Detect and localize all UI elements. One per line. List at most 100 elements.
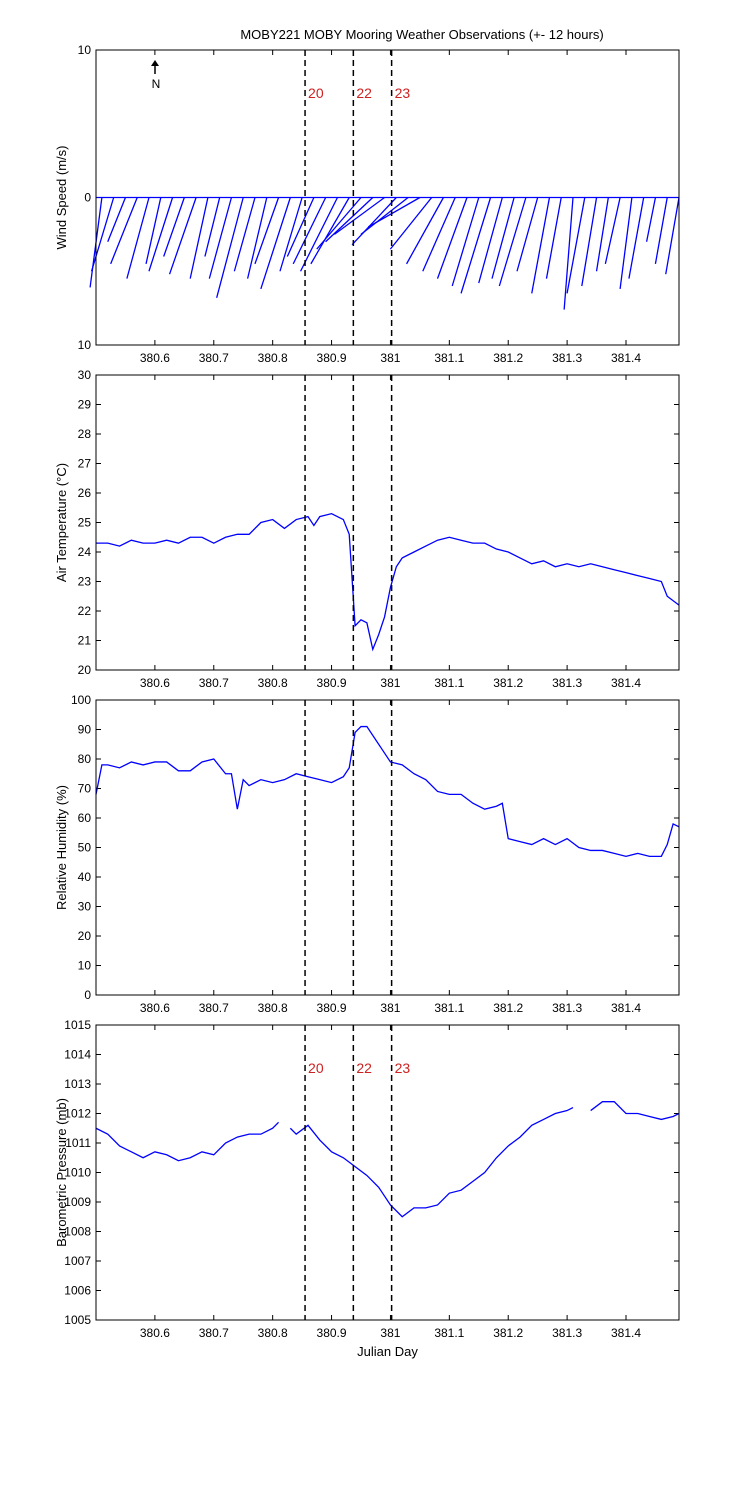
wind-stick (619, 197, 633, 290)
x-tick-label: 380.9 (317, 351, 347, 365)
plot-frame (95, 1024, 680, 1321)
wind-stick (299, 197, 339, 272)
event-marker-label: 22 (356, 85, 372, 101)
wind-stick (406, 197, 445, 265)
y-tick-label: 1015 (64, 1018, 91, 1032)
data-line (95, 725, 680, 858)
wind-stick (654, 197, 668, 264)
wind-stick (325, 197, 374, 243)
y-axis-label: Wind Speed (m/s) (54, 145, 69, 249)
north-arrow-head (151, 60, 159, 66)
y-tick-label: 1013 (64, 1077, 91, 1091)
x-tick-label: 380.8 (258, 351, 288, 365)
plot-area (96, 1025, 679, 1320)
event-marker-label: 23 (395, 85, 411, 101)
event-marker-label: 20 (308, 85, 324, 101)
wind-stick (279, 197, 303, 272)
y-tick-label: 22 (78, 604, 92, 618)
y-tick-label: 1012 (64, 1107, 91, 1121)
x-tick-label: 381.2 (493, 1326, 523, 1340)
plot-frame (95, 374, 680, 671)
wind-stick (126, 197, 150, 279)
y-tick-label: 10 (78, 338, 92, 352)
y-axis-label: Relative Humidity (%) (54, 785, 69, 910)
y-tick-label: 60 (78, 811, 92, 825)
x-tick-label: 380.8 (258, 1326, 288, 1340)
x-tick-label: 380.9 (317, 1326, 347, 1340)
y-tick-label: 30 (78, 368, 92, 382)
wind-stick (595, 197, 609, 272)
data-line (95, 1101, 680, 1218)
chart-title: MOBY221 MOBY Mooring Weather Observation… (240, 27, 603, 42)
panel: 0 10 20 30 40 50 60 70 80 90 100 380.6 380.7 380.8 380… (54, 693, 680, 1015)
wind-stick (478, 197, 503, 284)
wind-stick (168, 197, 197, 275)
wind-stick (292, 197, 327, 265)
wind-stick (351, 197, 397, 246)
wind-stick (516, 197, 539, 272)
event-marker-label: 22 (356, 1060, 372, 1076)
y-tick-label: 0 (84, 191, 91, 205)
y-tick-label: 1010 (64, 1166, 91, 1180)
wind-stick (628, 197, 645, 279)
y-tick-label: 10 (78, 43, 92, 57)
wind-stick (110, 197, 138, 265)
x-tick-label: 381 (380, 1326, 400, 1340)
wind-stick (460, 197, 492, 294)
panel: 10 0 10 380.6 380.7 380.8 380.9 381 381.1 381.2 38… (54, 27, 680, 365)
wind-stick (286, 197, 315, 257)
y-tick-label: 80 (78, 752, 92, 766)
wind-stick (665, 197, 680, 275)
data-line (96, 512, 680, 652)
wind-stick (246, 197, 268, 279)
y-tick-label: 1005 (64, 1313, 91, 1327)
wind-stick (204, 197, 221, 257)
x-tick-label: 381.4 (611, 1326, 641, 1340)
y-tick-label: 26 (78, 486, 92, 500)
x-tick-label: 380.7 (199, 1001, 229, 1015)
wind-stick (566, 197, 586, 294)
wind-stick (645, 197, 657, 242)
plot-frame (95, 49, 680, 346)
wind-stick (367, 196, 421, 228)
y-axis-label: Barometric Pressure (mb) (54, 1098, 69, 1247)
y-tick-label: 20 (78, 663, 92, 677)
x-tick-label: 380.7 (199, 351, 229, 365)
wind-stick (148, 197, 174, 272)
y-tick-label: 0 (84, 988, 91, 1002)
x-tick-label: 381.1 (434, 1001, 464, 1015)
wind-stick (436, 197, 468, 279)
y-axis-label: Air Temperature (°C) (54, 463, 69, 582)
y-tick-label: 10 (78, 959, 92, 973)
wind-stick (334, 196, 385, 235)
north-label: N (152, 77, 161, 91)
x-tick-label: 381 (380, 1001, 400, 1015)
x-tick-label: 381.1 (434, 676, 464, 690)
x-tick-label: 380.8 (258, 1001, 288, 1015)
x-tick-label: 380.6 (140, 1326, 170, 1340)
y-tick-label: 1009 (64, 1195, 91, 1209)
wind-stick (451, 197, 480, 287)
x-tick-label: 380.6 (140, 1001, 170, 1015)
x-axis-label: Julian Day (357, 1344, 418, 1359)
wind-stick (316, 197, 362, 250)
wind-stick (163, 197, 185, 257)
wind-stick (260, 197, 291, 290)
y-tick-label: 27 (78, 457, 92, 471)
x-tick-label: 381.4 (611, 676, 641, 690)
wind-stick (604, 197, 621, 265)
wind-stick (581, 197, 598, 287)
x-tick-label: 381.1 (434, 1326, 464, 1340)
wind-stick (90, 197, 115, 272)
x-tick-label: 381 (380, 351, 400, 365)
plot-area (96, 375, 679, 670)
y-tick-label: 1011 (65, 1136, 91, 1150)
x-tick-label: 381.1 (434, 351, 464, 365)
x-tick-label: 381.2 (493, 676, 523, 690)
y-tick-label: 70 (78, 782, 92, 796)
wind-stick (389, 197, 433, 250)
y-tick-label: 25 (78, 516, 92, 530)
x-tick-label: 381.2 (493, 1001, 523, 1015)
y-tick-label: 20 (78, 929, 92, 943)
wind-stick (189, 197, 209, 279)
